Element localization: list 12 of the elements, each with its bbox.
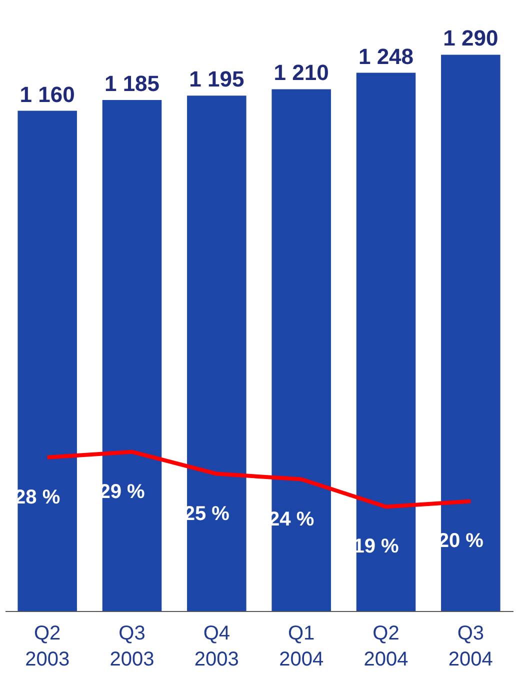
x-tick-label: Q4 2003 — [194, 622, 239, 670]
x-tick-label: Q3 2004 — [448, 622, 493, 670]
x-tick-label: Q1 2004 — [279, 622, 324, 670]
data-label: 1 185 — [104, 70, 160, 96]
x-tick-label: Q3 2003 — [110, 622, 154, 670]
data-label: 1 195 — [189, 66, 244, 92]
x-tick-label: Q2 2003 — [25, 622, 70, 670]
data-label: 1 160 — [20, 82, 75, 107]
data-label: 1 210 — [274, 60, 329, 86]
data-label: 1 290 — [443, 26, 498, 51]
x-tick-label: Q2 2004 — [364, 622, 408, 670]
data-label: 1 248 — [358, 44, 414, 69]
